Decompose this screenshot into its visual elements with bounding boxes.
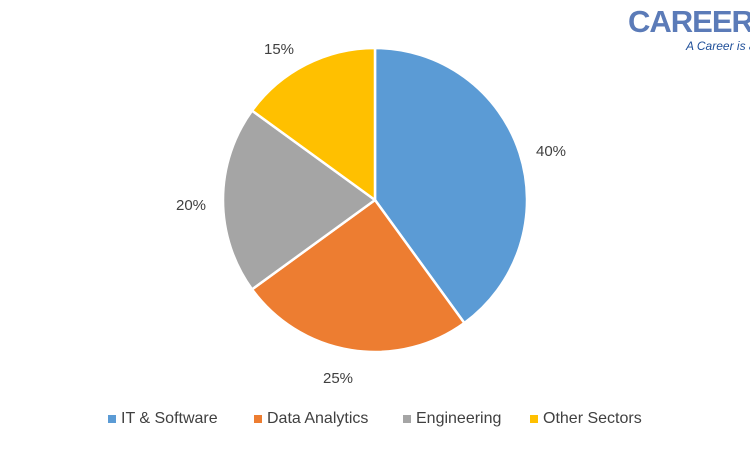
data-label-engineering: 20% (176, 197, 206, 214)
pie-slice-other-sectors (250, 46, 377, 202)
data-label-it-software: 40% (536, 143, 566, 160)
legend-swatch-it-software (108, 415, 116, 423)
data-label-data-analytics: 25% (323, 370, 353, 387)
pie-data-labels: 40% 25% 20% 15% (176, 41, 566, 387)
legend-label-engineering: Engineering (416, 410, 501, 427)
legend-label-it-software: IT & Software (121, 410, 218, 427)
legend-swatch-other-sectors (530, 415, 538, 423)
logo-tagline: A Career is a Life (685, 39, 750, 53)
legend-label-other-sectors: Other Sectors (543, 410, 642, 427)
data-label-other-sectors: 15% (264, 41, 294, 58)
careers360-logo: CAREERS360 A Career is a Life (628, 4, 750, 53)
legend-swatch-engineering (403, 415, 411, 423)
legend-swatch-data-analytics (254, 415, 262, 423)
pie-slice-engineering (221, 109, 377, 291)
pie-slice-data-analytics (250, 198, 466, 354)
pie-slices (221, 46, 529, 354)
chart-legend: IT & Software Data Analytics Engineering Ot… (108, 410, 642, 427)
legend-label-data-analytics: Data Analytics (267, 410, 368, 427)
logo-wordmark: CAREERS360 (628, 4, 750, 39)
pie-slice-it-software (373, 46, 529, 325)
